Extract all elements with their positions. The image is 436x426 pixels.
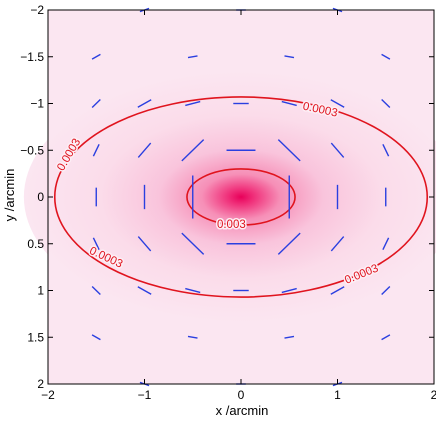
polarization-stick: [281, 100, 297, 107]
polarization-stick: [187, 335, 198, 339]
y-axis-label: y /arcmin: [2, 169, 17, 222]
x-tick-label: 2: [431, 388, 436, 402]
y-tick-label: 2: [37, 377, 44, 391]
polarization-stick: [185, 100, 201, 107]
polarization-stick: [92, 144, 100, 157]
polarization-stick: [91, 334, 101, 341]
polarization-stick: [91, 286, 101, 295]
contour-line-0.003: [186, 168, 296, 226]
x-tick-label: 1: [334, 388, 341, 402]
ticks: −2 −1 0 1 2−2−1.5−1−0.500.511.52: [20, 3, 436, 402]
contour-line-0.0003: [53, 96, 429, 298]
x-tick-label: −1: [138, 388, 152, 402]
y-tick-label: 1.5: [27, 330, 44, 344]
polarization-stick: [91, 99, 101, 108]
density-map: [23, 70, 436, 324]
polarization-stick: [92, 237, 100, 250]
polarization-stick: [382, 237, 390, 250]
x-axis-label: x /arcmin: [216, 403, 269, 418]
polarization-stick: [137, 236, 152, 252]
polarization-sticks: [91, 7, 391, 387]
y-tick-label: 0: [37, 190, 44, 204]
polarization-stick: [381, 53, 391, 60]
polarization-stick: [381, 286, 391, 295]
polarization-stick: [381, 334, 391, 341]
polarization-stick: [381, 99, 391, 108]
polarization-stick: [330, 286, 345, 295]
polarization-stick: [185, 287, 201, 294]
polarization-stick: [137, 99, 152, 108]
contour-lines: [53, 96, 429, 298]
polarization-stick: [137, 142, 152, 158]
y-tick-label: −1: [30, 97, 44, 111]
polarization-stick: [137, 286, 152, 295]
polarization-stick: [284, 335, 295, 339]
polarization-stick: [277, 139, 301, 162]
y-tick-label: 0.5: [27, 237, 44, 251]
polarization-stick: [187, 55, 198, 59]
polarization-stick: [330, 99, 345, 108]
y-tick-label: −0.5: [20, 143, 44, 157]
x-tick-label: 0: [238, 388, 245, 402]
contour-label: 0.003: [217, 219, 246, 231]
polarization-stick: [330, 236, 345, 252]
x-tick-label: −2: [41, 388, 55, 402]
y-tick-label: 1: [37, 284, 44, 298]
polarization-stick: [181, 232, 205, 255]
y-tick-label: −2: [30, 3, 44, 17]
polarization-stick: [382, 144, 390, 157]
polarization-stick: [284, 55, 295, 59]
polarization-stick: [330, 142, 345, 158]
polarization-stick: [281, 287, 297, 294]
polarization-stick: [91, 53, 101, 60]
polarization-stick: [277, 232, 301, 255]
plot-area: [23, 10, 436, 384]
polarization-stick: [181, 139, 205, 162]
y-tick-label: −1.5: [20, 50, 44, 64]
